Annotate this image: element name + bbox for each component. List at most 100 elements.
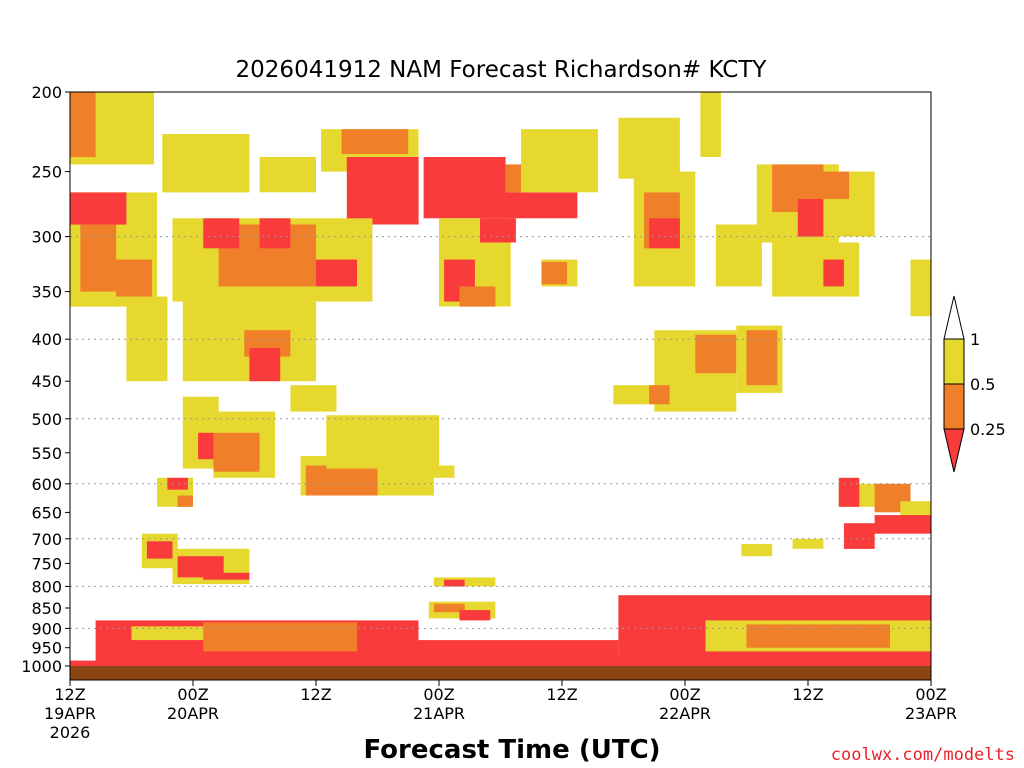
ri-region-5: [341, 129, 409, 154]
ri-region-85: [203, 622, 358, 652]
y-axis: 200 250 300 350 400 450 500 550 600 650 700 750 800 8…: [21, 83, 70, 676]
credit-text[interactable]: coolwx.com/modelts: [831, 745, 1015, 765]
ri-region-49: [823, 259, 844, 287]
ri-region-87: [70, 660, 931, 666]
y-tick-label-200: 200: [31, 83, 62, 102]
x-tick-label-0-1: 19APR: [44, 704, 96, 723]
ri-region-36: [715, 224, 762, 287]
ri-region-6: [346, 157, 419, 225]
ri-regions: [70, 92, 931, 666]
x-tick-label-0-2: 2026: [50, 723, 91, 742]
x-tick-label-72-0: 12Z: [792, 685, 823, 704]
ri-region-42: [649, 385, 670, 405]
y-tick-label-650: 650: [31, 503, 62, 522]
y-tick-label-900: 900: [31, 619, 62, 638]
x-tick-label-84-1: 23APR: [905, 704, 957, 723]
x-tick-label-60-0: 00Z: [669, 685, 700, 704]
y-tick-label-600: 600: [31, 475, 62, 494]
ri-region-75: [433, 577, 496, 587]
y-tick-label-950: 950: [31, 639, 62, 658]
ri-region-76: [444, 579, 465, 587]
y-tick-label-350: 350: [31, 283, 62, 302]
ri-region-40: [746, 330, 778, 386]
ri-region-57: [326, 415, 440, 469]
ri-region-30: [541, 261, 568, 285]
ri-region-10: [521, 129, 598, 193]
ri-region-20: [316, 259, 357, 287]
y-tick-label-850: 850: [31, 599, 62, 618]
x-tick-label-48-0: 12Z: [546, 685, 577, 704]
ri-region-56: [305, 465, 378, 496]
ri-region-28: [480, 218, 516, 243]
colorbar-legend: 1 0.5 0.25: [943, 295, 1006, 473]
ri-region-2: [162, 134, 250, 193]
x-tick-label-12-0: 00Z: [177, 685, 208, 704]
ri-region-18: [203, 218, 240, 249]
y-tick-label-500: 500: [31, 410, 62, 429]
x-tick-label-0-0: 12Z: [54, 685, 85, 704]
x-tick-label-36-1: 21APR: [413, 704, 465, 723]
ri-region-48: [772, 242, 860, 297]
ri-region-12: [70, 192, 127, 225]
ri-region-23: [249, 348, 281, 382]
ground-layer: [70, 666, 931, 680]
legend-label-0.25: 0.25: [970, 420, 1006, 439]
ri-region-27: [459, 286, 496, 307]
ri-region-35: [700, 92, 721, 157]
legend-label-0.5: 0.5: [970, 375, 995, 394]
ri-region-34: [649, 218, 680, 249]
ri-region-52: [198, 432, 219, 460]
ri-region-69: [146, 541, 173, 559]
ri-region-67: [874, 515, 931, 534]
x-axis-label: Forecast Time (UTC): [363, 735, 660, 765]
ri-region-9: [505, 164, 521, 193]
ri-region-3: [259, 157, 316, 193]
legend-bin-yellow: [943, 338, 965, 385]
ri-region-13: [80, 224, 117, 292]
ri-region-8: [485, 192, 578, 219]
y-tick-label-250: 250: [31, 163, 62, 182]
ri-region-66: [843, 523, 875, 549]
x-tick-label-60-1: 22APR: [659, 704, 711, 723]
ri-region-38: [695, 334, 737, 374]
legend-top-arrow: [943, 295, 965, 340]
y-tick-label-800: 800: [31, 577, 62, 596]
y-tick-label-750: 750: [31, 554, 62, 573]
ri-region-61: [177, 495, 193, 507]
y-tick-label-450: 450: [31, 372, 62, 391]
ri-region-78: [433, 603, 465, 613]
ri-region-54: [213, 432, 260, 472]
ri-region-47: [818, 171, 850, 199]
ri-region-63: [838, 477, 860, 507]
legend-label-1: 1: [970, 330, 980, 349]
ri-region-71: [177, 556, 224, 578]
ri-region-79: [459, 610, 491, 621]
y-tick-label-300: 300: [31, 228, 62, 247]
ri-region-58: [377, 465, 455, 478]
legend-bin-orange: [943, 383, 965, 430]
ri-region-19: [259, 218, 291, 249]
y-tick-label-700: 700: [31, 530, 62, 549]
ri-region-50: [910, 259, 931, 317]
ri-region-82: [746, 624, 890, 648]
ri-region-24: [290, 385, 337, 412]
x-tick-label-84-0: 00Z: [915, 685, 946, 704]
y-tick-label-550: 550: [31, 444, 62, 463]
ri-region-14: [116, 259, 152, 297]
ri-region-1: [70, 92, 96, 157]
ri-region-74: [741, 543, 773, 557]
x-tick-label-12-1: 20APR: [167, 704, 219, 723]
plot-frame: [69, 91, 932, 681]
y-tick-label-1000: 1000: [21, 657, 62, 676]
ri-region-65: [900, 501, 931, 518]
x-tick-label-36-0: 00Z: [423, 685, 454, 704]
y-tick-label-400: 400: [31, 330, 62, 349]
ri-region-60: [167, 477, 188, 490]
ri-region-72: [203, 572, 250, 580]
chart-title: 2026041912 NAM Forecast Richardson# KCTY: [236, 57, 768, 83]
x-tick-label-24-0: 12Z: [300, 685, 331, 704]
ri-region-73: [792, 538, 824, 549]
legend-bottom-arrow: [943, 428, 965, 473]
